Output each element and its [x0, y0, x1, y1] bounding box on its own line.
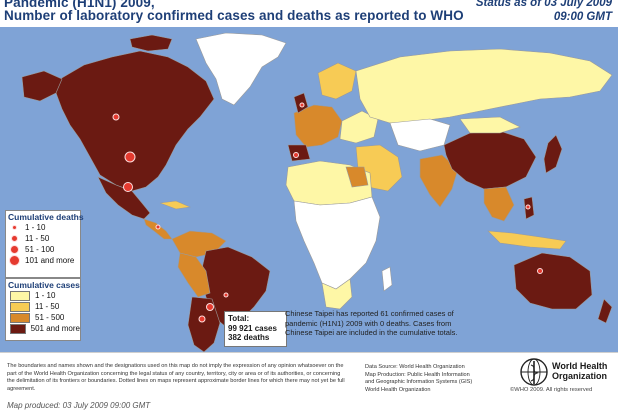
disclaimer-text: The boundaries and names shown and the d… [7, 363, 345, 392]
country-western-europe [293, 104, 343, 148]
legend-deaths-label: 51 - 100 [25, 245, 55, 254]
who-name-line: World Health [552, 361, 608, 371]
status-time: 09:00 GMT [553, 11, 612, 23]
death-marker-spain [293, 152, 299, 158]
country-peru-bolivia [177, 252, 211, 298]
death-marker-australia [537, 268, 543, 274]
country-australia [513, 252, 593, 310]
country-southeast-asia [483, 186, 515, 222]
country-indonesia [487, 230, 567, 250]
country-japan [543, 134, 563, 174]
country-scandinavia [317, 62, 357, 100]
country-central-africa [293, 196, 381, 290]
status-date: Status as of 03 July 2009 [475, 0, 612, 9]
legend-swatch [10, 290, 30, 301]
country-russia [355, 48, 613, 124]
credit-line: Map Production: Public Health Informatio… [365, 371, 470, 378]
legend-cases-row: 51 - 500 [6, 312, 80, 323]
totals-deaths: 382 deaths [228, 333, 270, 342]
death-marker-philippines [525, 204, 531, 210]
country-egypt [345, 166, 369, 188]
death-dot-icon [11, 235, 18, 242]
legend-deaths-row: 1 - 10 [6, 222, 80, 233]
death-marker-canada [112, 113, 120, 121]
legend-swatch [10, 301, 30, 312]
country-north-america [55, 50, 215, 192]
legend-deaths-row: 11 - 50 [6, 233, 80, 244]
country-cuba [159, 200, 192, 210]
credit-line: and Geographic Information Systems (GIS) [365, 379, 473, 386]
legend-deaths-row: 101 and more [6, 255, 80, 266]
legend-deaths-label: 1 - 10 [25, 223, 46, 232]
legend-cases-row: 1 - 10 [6, 290, 80, 301]
country-arctic-islands [129, 34, 173, 52]
death-marker-mexico [123, 182, 133, 192]
country-madagascar [381, 266, 393, 292]
legend-swatch [10, 312, 30, 323]
death-marker-brazil [223, 292, 229, 298]
country-greenland [195, 32, 287, 106]
death-marker-chile [198, 315, 206, 323]
who-logo: World Health Organization [519, 357, 614, 391]
death-marker-argentina [206, 303, 214, 311]
legend-cases-label: 51 - 500 [35, 313, 65, 322]
world-map [0, 27, 618, 352]
legend-cases-row: 11 - 50 [6, 301, 80, 312]
credit-line: Data Source: World Health Organization [365, 364, 465, 370]
legend-cumulative-deaths: Cumulative deaths 1 - 10 11 - 50 51 - 10… [5, 210, 84, 278]
death-dot-icon [9, 255, 20, 266]
who-name: World Health Organization [552, 361, 607, 381]
country-new-zealand [597, 298, 613, 324]
death-marker-uk [299, 102, 305, 108]
legend-swatch [10, 323, 26, 334]
legend-deaths-title: Cumulative deaths [8, 212, 84, 222]
who-emblem-icon [520, 358, 548, 386]
country-spain [287, 144, 311, 162]
country-india [419, 154, 459, 208]
data-credits: Data Source: World Health Organization M… [365, 364, 515, 394]
country-chile-argentina [187, 296, 221, 352]
legend-cases-label: 501 and more [30, 324, 80, 333]
legend-cases-label: 1 - 10 [35, 291, 56, 300]
legend-cumulative-cases: Cumulative cases 1 - 10 11 - 50 51 - 500… [5, 278, 81, 341]
death-marker-usa [124, 151, 136, 163]
death-marker-central-america [155, 224, 161, 230]
country-eastern-europe [339, 110, 379, 144]
country-mongolia [459, 116, 521, 134]
legend-cases-label: 11 - 50 [35, 302, 60, 311]
map-title-line-1: Pandemic (H1N1) 2009, [4, 0, 155, 10]
legend-deaths-row: 51 - 100 [6, 244, 80, 255]
death-dot-icon [10, 245, 19, 254]
legend-deaths-label: 101 and more [25, 256, 75, 265]
credit-line: World Health Organization [365, 386, 431, 393]
country-south-africa [321, 278, 353, 310]
footer: The boundaries and names shown and the d… [0, 352, 618, 410]
copyright-text: ©WHO 2009. All rights reserved [510, 387, 593, 393]
map-title-line-2: Number of laboratory confirmed cases and… [4, 8, 464, 23]
legend-cases-row: 501 and more [6, 323, 80, 334]
legend-cases-title: Cumulative cases [8, 280, 80, 290]
death-markers [112, 102, 543, 323]
death-dot-icon [12, 225, 17, 230]
totals-cases: 99 921 cases [228, 323, 277, 333]
legend-deaths-label: 11 - 50 [25, 234, 50, 243]
country-alaska [21, 70, 63, 102]
totals-box: Total: 99 921 cases 382 deaths [224, 311, 287, 347]
who-name-line: Organization [552, 371, 608, 381]
map-produced-date: Map produced: 03 July 2009 09:00 GMT [7, 401, 151, 410]
chinese-taipei-note: Chinese Taipei has reported 61 confirmed… [285, 309, 458, 338]
totals-label: Total: [228, 314, 250, 323]
